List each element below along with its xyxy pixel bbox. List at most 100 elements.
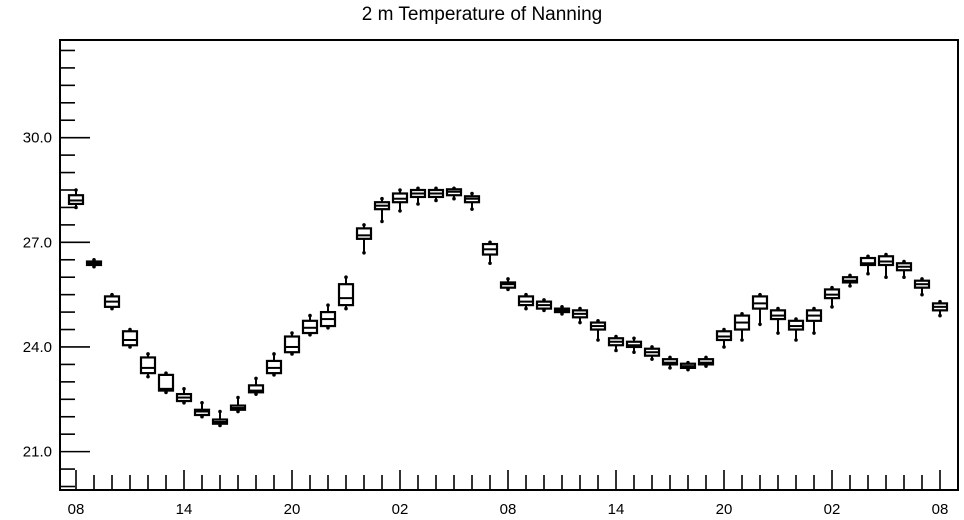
box: [445, 186, 463, 201]
box-max-marker: [182, 387, 186, 391]
box-min-marker: [398, 209, 402, 213]
chart-title: 2 m Temperature of Nanning: [361, 4, 603, 25]
box: [85, 257, 103, 269]
box-max-marker: [272, 352, 276, 356]
box: [877, 252, 895, 280]
box-max-marker: [290, 331, 294, 335]
box: [211, 409, 229, 428]
box-max-marker: [218, 409, 222, 414]
box-max-marker: [254, 376, 258, 381]
box: [823, 285, 841, 309]
box-max-marker: [200, 400, 204, 405]
box: [733, 312, 751, 342]
box-min-marker: [524, 306, 528, 311]
box: [283, 331, 301, 356]
box: [265, 352, 283, 377]
box-min-marker: [884, 275, 888, 280]
box-min-marker: [632, 350, 636, 355]
box: [193, 400, 211, 419]
box: [805, 306, 823, 335]
box-min-marker: [758, 322, 762, 327]
box-max-marker: [632, 336, 636, 341]
box-min-marker: [938, 313, 942, 318]
box: [697, 355, 715, 368]
box-min-marker: [452, 196, 456, 201]
box: [895, 259, 913, 280]
box-max-marker: [344, 275, 348, 280]
box: [337, 275, 355, 311]
box-min-marker: [812, 331, 816, 335]
box-max-marker: [236, 395, 240, 400]
box-max-marker: [146, 352, 150, 356]
box: [535, 298, 553, 313]
box-min-marker: [380, 219, 384, 224]
box-min-marker: [146, 374, 150, 379]
x-tick-label: 08: [68, 501, 85, 518]
box: [301, 313, 319, 337]
box: [715, 327, 733, 349]
box: [229, 395, 247, 414]
box: [373, 196, 391, 224]
box-min-marker: [866, 271, 870, 276]
box: [625, 336, 643, 355]
box: [319, 303, 337, 330]
box: [355, 223, 373, 255]
box-body: [121, 330, 139, 347]
box-max-marker: [308, 313, 312, 318]
box-max-marker: [380, 196, 384, 201]
box: [859, 254, 877, 276]
box-body: [247, 384, 265, 394]
x-tick-label: 02: [392, 501, 409, 518]
box: [103, 292, 121, 311]
box-min-marker: [920, 292, 924, 297]
box: [517, 292, 535, 311]
box-min-marker: [434, 198, 438, 203]
box-min-marker: [362, 250, 366, 255]
box-max-marker: [470, 191, 474, 196]
box: [643, 345, 661, 361]
box-min-marker: [794, 338, 798, 342]
box: [589, 319, 607, 342]
box-body: [859, 256, 877, 267]
box: [247, 376, 265, 396]
box-min-marker: [776, 331, 780, 335]
box: [553, 305, 571, 316]
box: [787, 317, 805, 342]
box: [751, 292, 769, 327]
box: [67, 188, 85, 210]
box-body: [337, 283, 355, 307]
box-min-marker: [488, 261, 492, 266]
box-body: [157, 373, 175, 392]
x-tick-label: 08: [932, 501, 949, 518]
x-tick-label: 14: [176, 501, 193, 518]
x-tick-label: 08: [500, 501, 517, 518]
box-min-marker: [596, 338, 600, 342]
boxes: [67, 186, 949, 428]
plot-frame: [59, 39, 959, 491]
box: [607, 334, 625, 353]
box-max-marker: [398, 188, 402, 192]
box-max-marker: [74, 188, 78, 192]
box-min-marker: [902, 275, 906, 280]
box-min-marker: [848, 284, 852, 288]
box: [571, 306, 589, 325]
box: [679, 360, 697, 372]
y-axis: 21.0 24.0 27.0 30.0: [23, 49, 90, 488]
x-tick-label: 02: [824, 501, 841, 518]
box-min-marker: [614, 348, 618, 353]
box-min-marker: [740, 338, 744, 342]
box: [661, 355, 679, 370]
box: [427, 186, 445, 203]
box: [175, 387, 193, 405]
x-tick-label: 20: [284, 501, 301, 518]
box: [841, 273, 859, 288]
x-tick-label: 20: [716, 501, 733, 518]
box: [121, 327, 139, 349]
box: [409, 186, 427, 206]
box-body: [139, 356, 157, 375]
y-tick-label: 24.0: [23, 339, 52, 356]
box-min-marker: [470, 207, 474, 211]
box: [481, 240, 499, 266]
box-body: [355, 227, 373, 240]
y-tick-label: 27.0: [23, 234, 52, 251]
